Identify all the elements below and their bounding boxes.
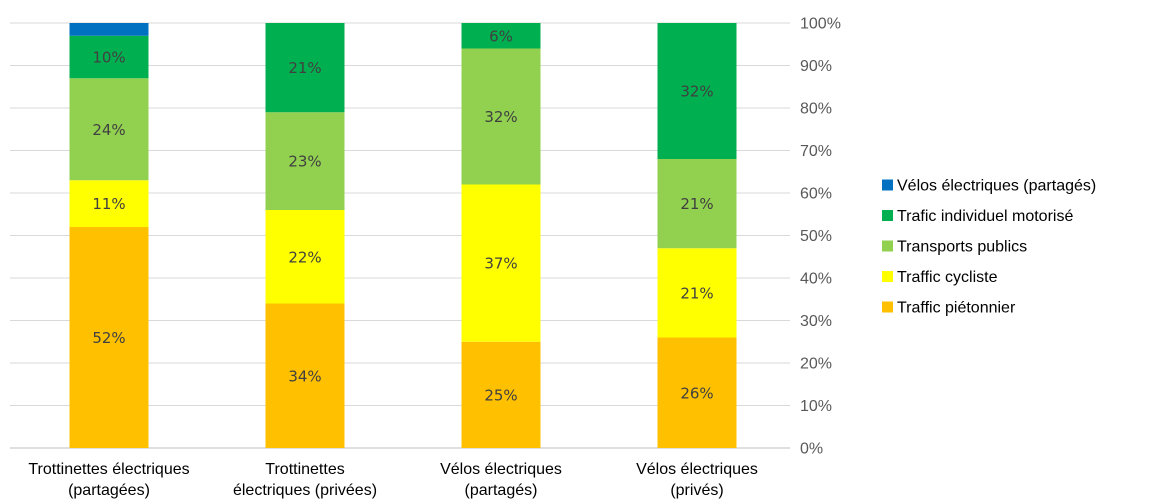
data-label: 32% xyxy=(484,108,517,126)
bar-segment xyxy=(69,180,149,227)
legend-swatch xyxy=(882,271,893,282)
bar-segment xyxy=(461,23,541,49)
x-category-label: Trottinettes xyxy=(265,461,344,478)
y-tick-label: 70% xyxy=(800,143,832,160)
data-label: 24% xyxy=(92,121,125,139)
legend-swatch xyxy=(882,179,893,191)
data-label: 21% xyxy=(288,59,321,77)
x-category-label: (partagées) xyxy=(68,482,150,499)
data-label: 32% xyxy=(680,83,713,101)
x-category-label: Vélos électriques xyxy=(440,461,562,478)
y-tick-label: 20% xyxy=(800,356,832,373)
bar-segment xyxy=(461,48,541,185)
y-tick-label: 30% xyxy=(800,313,832,330)
y-tick-label: 10% xyxy=(800,398,832,415)
y-tick-label: 0% xyxy=(800,441,823,458)
y-tick-label: 40% xyxy=(800,271,832,288)
data-label: 52% xyxy=(92,329,125,347)
bar-segment xyxy=(657,337,737,448)
legend-label: Traffic cycliste xyxy=(897,269,998,286)
y-tick-label: 80% xyxy=(800,101,832,118)
data-label: 37% xyxy=(484,255,517,273)
legend-label: Vélos électriques (partagés) xyxy=(897,178,1096,195)
data-label: 21% xyxy=(680,195,713,213)
bar-segment xyxy=(69,23,149,36)
data-label: 11% xyxy=(92,195,125,213)
data-label: 6% xyxy=(489,27,513,45)
data-label: 23% xyxy=(288,153,321,171)
bar-segment xyxy=(265,23,345,113)
bar-segment xyxy=(657,248,737,338)
data-label: 26% xyxy=(680,384,713,402)
data-label: 34% xyxy=(288,367,321,385)
bar-segment xyxy=(265,303,345,448)
legend-swatch xyxy=(882,210,893,221)
bar-segment xyxy=(657,159,737,249)
legend-label: Transports publics xyxy=(897,239,1027,256)
legend-label: Trafic individuel motorisé xyxy=(897,208,1073,225)
bar-segment xyxy=(265,112,345,210)
x-category-label: (privés) xyxy=(670,482,723,499)
y-tick-label: 90% xyxy=(800,58,832,75)
x-category-label: Trottinettes électriques xyxy=(28,461,189,478)
y-tick-label: 100% xyxy=(800,16,841,33)
y-tick-label: 50% xyxy=(800,228,832,245)
bar-segment xyxy=(657,23,737,159)
data-label: 21% xyxy=(680,284,713,302)
legend-swatch xyxy=(882,301,893,313)
bar-segment xyxy=(265,210,345,304)
y-tick-label: 60% xyxy=(800,186,832,203)
bar-segment xyxy=(69,35,149,79)
bar-segment xyxy=(69,227,149,448)
bar-segment xyxy=(461,184,541,342)
x-category-label: (partagés) xyxy=(465,482,538,499)
x-category-label: électriques (privées) xyxy=(233,482,377,499)
data-label: 22% xyxy=(288,248,321,266)
legend-label: Traffic piétonnier xyxy=(897,300,1016,317)
bar-segment xyxy=(69,78,149,181)
bar-segment xyxy=(461,341,541,448)
legend-swatch xyxy=(882,240,893,252)
x-category-label: Vélos électriques xyxy=(636,461,758,478)
data-label: 10% xyxy=(92,49,125,67)
data-label: 25% xyxy=(484,386,517,404)
